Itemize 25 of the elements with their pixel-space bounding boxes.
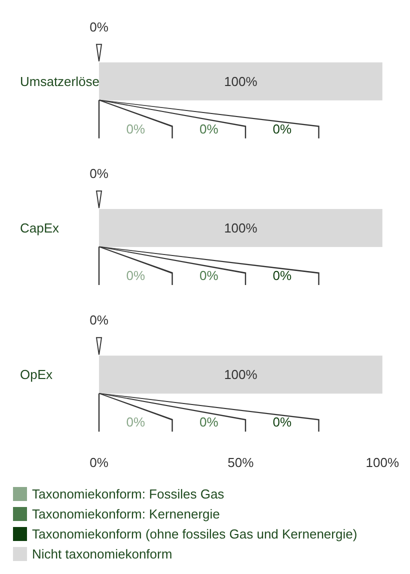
annotation: 0% <box>90 19 109 34</box>
legend-label: Taxonomiekonform (ohne fossiles Gas und Kernenergie) <box>32 526 358 542</box>
legend-label: Nicht taxonomiekonform <box>32 546 172 562</box>
annotation: 0% <box>126 268 146 283</box>
legend-label: Taxonomiekonform: Fossiles Gas <box>32 486 225 502</box>
y-tick-label: CapEx <box>20 220 60 236</box>
x-tick-label: 50% <box>228 455 254 470</box>
data-label: 100% <box>224 74 258 89</box>
annotation: 0% <box>199 268 219 283</box>
x-tick-label: 0% <box>90 455 109 470</box>
annotation: 0% <box>199 121 219 136</box>
x-tick-label: 100% <box>366 455 400 470</box>
annotation: 0% <box>272 268 292 283</box>
data-label: 100% <box>224 220 258 236</box>
legend-label: Taxonomiekonform: Kernenergie <box>32 506 220 522</box>
annotation: 0% <box>126 121 146 136</box>
annotation: 0% <box>90 312 109 328</box>
data-label: 100% <box>224 367 258 382</box>
annotation: 0% <box>126 414 146 430</box>
annotation: 0% <box>272 414 292 430</box>
annotation: 0% <box>90 166 109 181</box>
y-tick-label: Umsatzerlöse <box>20 74 100 89</box>
y-tick-label: OpEx <box>20 367 54 382</box>
annotation: 0% <box>272 121 292 136</box>
annotation: 0% <box>199 414 219 430</box>
